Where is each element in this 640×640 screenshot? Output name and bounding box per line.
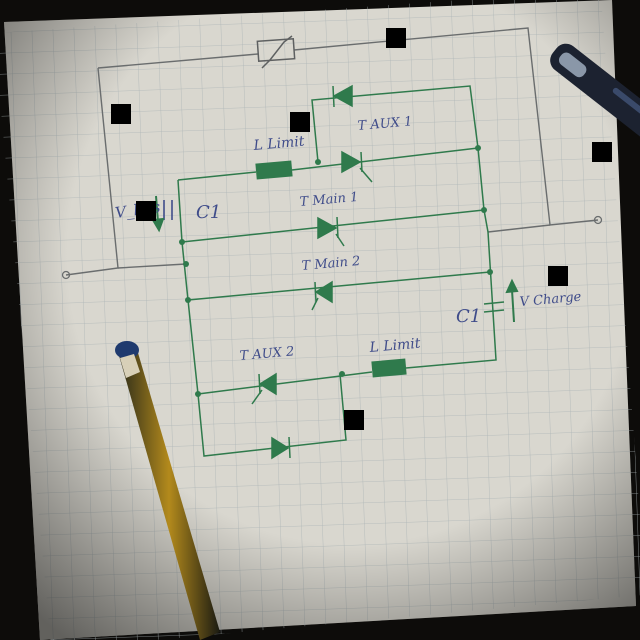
thyristor-main-2	[311, 280, 333, 311]
label-l-limit-top: L Limit	[252, 134, 305, 154]
label-c1-left: C1	[196, 202, 221, 223]
thyristor-aux-1	[341, 150, 373, 183]
label-t-main-2: T Main 2	[301, 254, 361, 274]
inductor-top	[255, 160, 293, 180]
left-terminal	[61, 270, 71, 280]
diode-top-aux	[332, 84, 353, 108]
right-terminal	[593, 215, 603, 225]
v-charge-arrow	[505, 278, 519, 323]
varistor-symbol	[256, 35, 296, 69]
label-t-aux-1: T AUX 1	[357, 114, 413, 134]
label-v-charge: V Charge	[519, 290, 582, 310]
pencil	[115, 341, 220, 640]
label-t-main-1: T Main 1	[299, 190, 359, 210]
junction-dots	[179, 145, 493, 397]
label-c1-right: C1	[456, 306, 481, 327]
diode-bottom	[271, 436, 291, 460]
label-l-limit-bottom: L Limit	[368, 336, 421, 356]
inductor-bottom	[371, 358, 407, 378]
thyristor-main-1	[317, 216, 345, 247]
thyristor-aux-2	[251, 372, 277, 405]
capacitor-left	[163, 200, 173, 220]
redaction-blocks	[111, 28, 612, 430]
capacitor-right	[483, 301, 505, 313]
label-t-aux-2: T AUX 2	[239, 344, 295, 364]
v-bus-arrow	[151, 195, 165, 233]
outer-loop-wiring	[65, 27, 599, 276]
